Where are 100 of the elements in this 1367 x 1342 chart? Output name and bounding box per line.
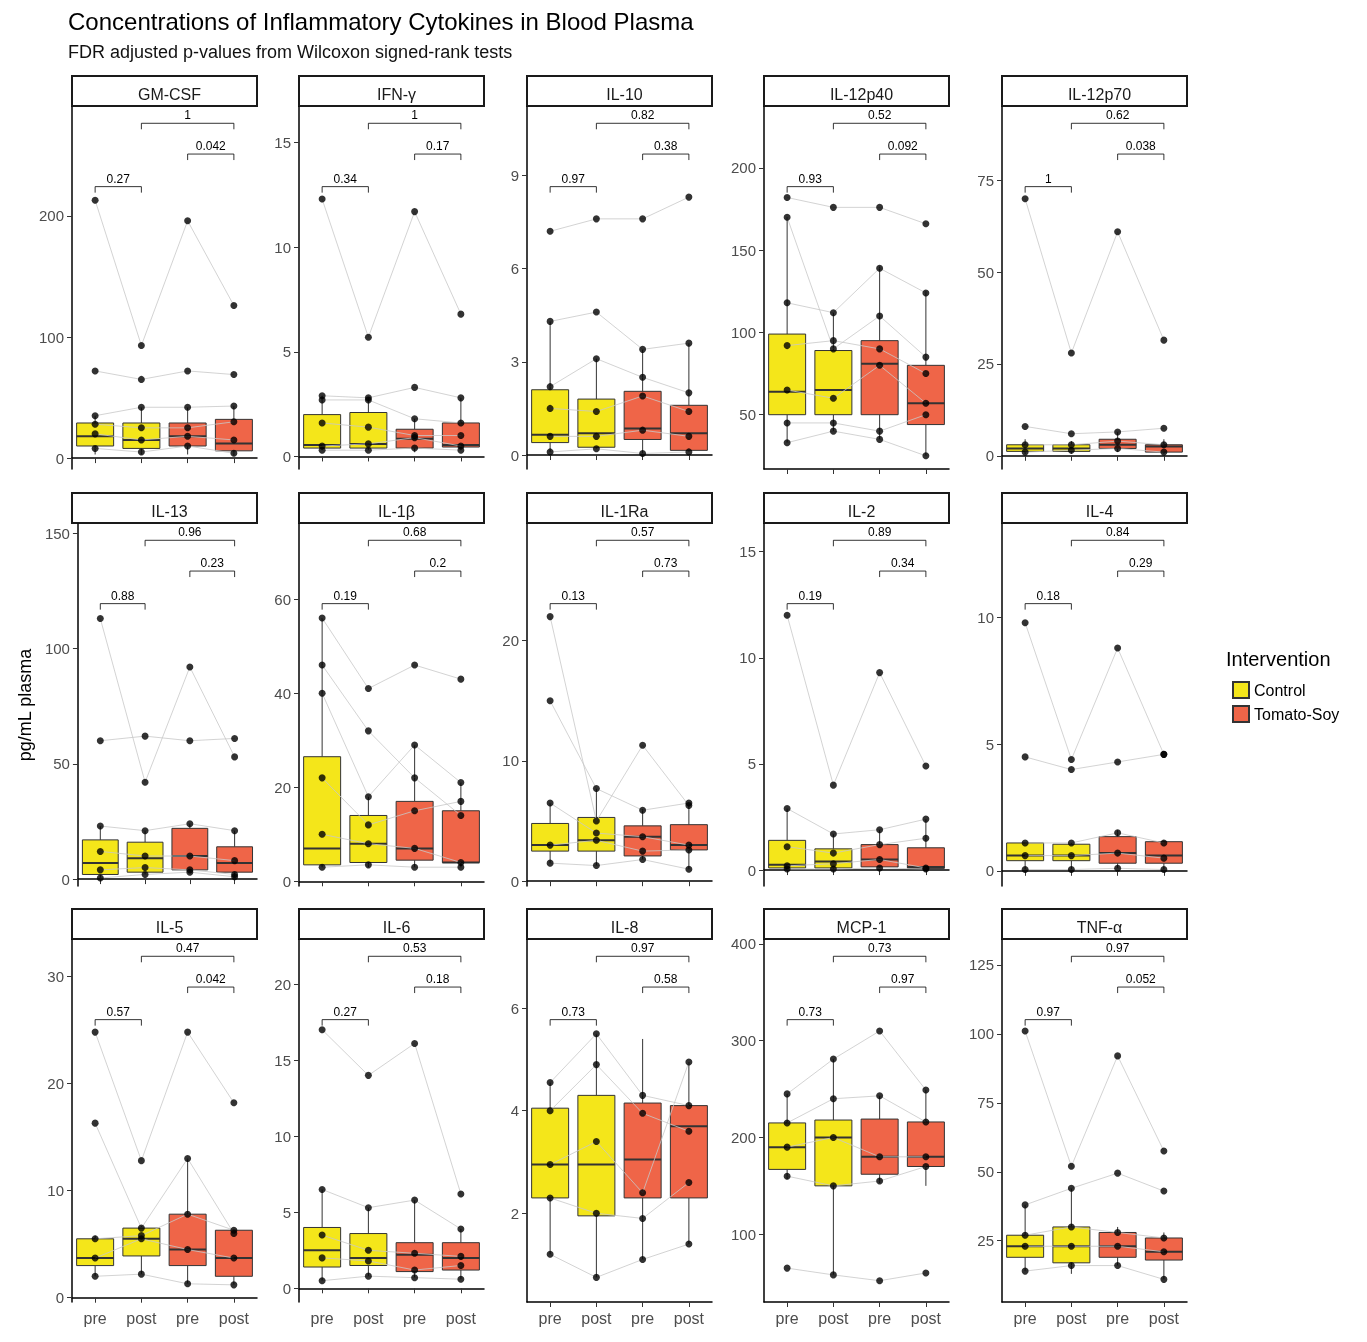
- y-tick-label: 25: [977, 355, 994, 373]
- y-tick-label: 60: [274, 590, 291, 608]
- y-tick-label: 125: [968, 956, 994, 974]
- y-tick-label: 15: [274, 1051, 291, 1069]
- legend-label: Tomato-Soy: [1254, 705, 1340, 723]
- y-tick-label: 75: [977, 171, 994, 189]
- annotation: 0.97: [891, 972, 915, 987]
- annotation: 0.052: [1125, 972, 1157, 987]
- annotation: 0.29: [1129, 556, 1153, 571]
- annotation: 0.89: [867, 525, 892, 540]
- chart-title: IFN-γ: [376, 85, 417, 103]
- annotation: 0.2: [429, 556, 447, 571]
- y-tick-label: 9: [510, 166, 519, 184]
- annotation: 0.34: [333, 171, 358, 186]
- y-tick-label: 20: [502, 632, 519, 650]
- chart-title: IL-2: [847, 502, 876, 520]
- y-tick-label: 0: [282, 447, 291, 465]
- x-tick-label: post: [818, 1309, 850, 1327]
- annotation: 0.53: [402, 941, 427, 956]
- x-tick-label: pre: [83, 1309, 107, 1327]
- annotation: 0.47: [175, 941, 200, 956]
- x-tick-label: pre: [176, 1309, 200, 1327]
- y-tick-label: 100: [38, 328, 64, 346]
- x-tick-label: post: [1056, 1309, 1088, 1327]
- x-tick-label: post: [126, 1309, 158, 1327]
- annotation: 0.88: [111, 588, 135, 603]
- y-tick-label: 5: [747, 755, 756, 773]
- annotation: 0.27: [333, 1004, 358, 1019]
- y-tick-label: 25: [977, 1232, 994, 1250]
- annotation: 0.93: [798, 171, 823, 186]
- y-tick-label: 200: [730, 1128, 756, 1146]
- chart-title: MCP-1: [836, 918, 887, 936]
- annotation: 0.97: [630, 941, 655, 956]
- x-tick-label: post: [445, 1309, 477, 1327]
- y-tick-label: 150: [44, 524, 70, 542]
- x-tick-label: pre: [1106, 1309, 1130, 1327]
- y-tick-label: 0: [282, 1279, 291, 1297]
- y-tick-label: 0: [985, 447, 994, 465]
- annotation: 0.96: [178, 525, 202, 540]
- y-tick-label: 0: [510, 446, 519, 464]
- y-tick-label: 0: [985, 862, 994, 880]
- y-tick-label: 0: [55, 449, 64, 467]
- y-tick-label: 75: [977, 1094, 994, 1112]
- annotation: 0.97: [561, 171, 586, 186]
- y-tick-label: 10: [502, 752, 519, 770]
- legend-label: Control: [1254, 681, 1306, 699]
- chart-title: IL-4: [1085, 502, 1114, 520]
- annotation: 0.73: [867, 941, 892, 956]
- y-tick-label: 10: [739, 649, 756, 667]
- annotation: 0.23: [200, 556, 225, 571]
- y-tick-label: 100: [730, 1225, 756, 1243]
- annotation: 0.57: [106, 1004, 131, 1019]
- chart-title: IL-5: [155, 918, 184, 936]
- text: Concentrations of Inflammatory Cytokines in Blood Plasma: [68, 8, 694, 36]
- y-tick-label: 10: [977, 609, 994, 627]
- y-tick-label: 15: [739, 543, 756, 561]
- annotation: 0.19: [333, 588, 358, 603]
- annotation: 0.27: [106, 171, 131, 186]
- x-tick-label: pre: [538, 1309, 562, 1327]
- y-tick-label: 200: [38, 207, 64, 225]
- annotation: 0.97: [1036, 1004, 1061, 1019]
- y-tick-label: 6: [510, 999, 519, 1017]
- y-tick-label: 50: [977, 263, 994, 281]
- y-tick-label: 30: [47, 967, 64, 985]
- y-tick-label: 100: [44, 640, 70, 658]
- y-tick-label: 200: [730, 159, 756, 177]
- annotation: 0.18: [426, 972, 450, 987]
- annotation: 0.13: [561, 588, 586, 603]
- annotation: 0.68: [402, 525, 427, 540]
- y-tick-label: 3: [510, 353, 519, 371]
- annotation: 0.19: [798, 588, 823, 603]
- y-tick-label: 10: [274, 238, 291, 256]
- x-tick-label: post: [581, 1309, 613, 1327]
- x-tick-label: pre: [631, 1309, 655, 1327]
- y-tick-label: 50: [53, 755, 70, 773]
- y-tick-label: 0: [61, 870, 70, 888]
- chart-title: IL-1Ra: [600, 502, 649, 520]
- annotation: 0.17: [426, 139, 450, 154]
- annotation: 0.52: [867, 108, 892, 123]
- y-tick-label: 0: [55, 1289, 64, 1307]
- x-tick-label: post: [353, 1309, 385, 1327]
- y-tick-label: 50: [739, 406, 756, 424]
- annotation: 0.82: [630, 108, 655, 123]
- annotation: 1: [184, 108, 192, 123]
- y-tick-label: 6: [510, 260, 519, 278]
- annotation: 0.042: [195, 139, 227, 154]
- y-tick-label: 0: [282, 872, 291, 890]
- y-tick-label: 5: [282, 1203, 291, 1221]
- y-tick-label: 2: [510, 1204, 519, 1222]
- y-tick-label: 0: [747, 861, 756, 879]
- x-tick-label: pre: [1013, 1309, 1037, 1327]
- annotation: 0.092: [887, 139, 919, 154]
- chart-title: IL-8: [610, 918, 639, 936]
- y-tick-label: 10: [47, 1182, 64, 1200]
- y-axis-title: pg/mL plasma: [15, 647, 35, 762]
- x-tick-label: pre: [403, 1309, 427, 1327]
- x-tick-label: post: [910, 1309, 942, 1327]
- annotation: 1: [1044, 171, 1052, 186]
- y-tick-label: 5: [282, 343, 291, 361]
- chart-title: IL-10: [606, 85, 643, 103]
